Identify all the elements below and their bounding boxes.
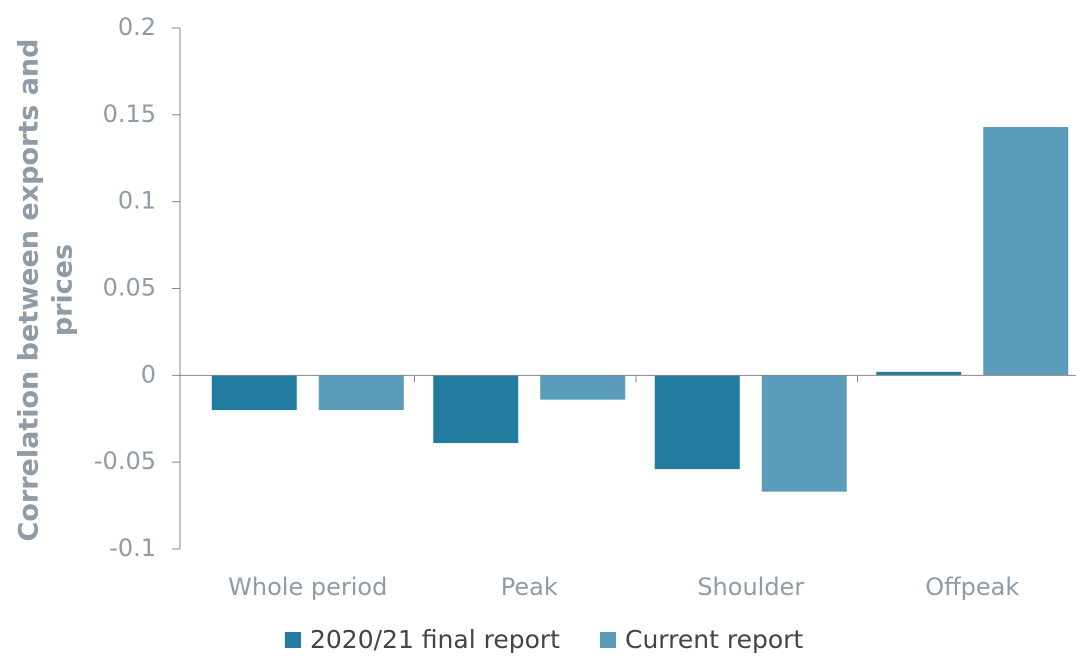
y-axis-label: Correlation between exports and bbox=[14, 39, 45, 542]
legend-swatch bbox=[285, 632, 301, 648]
y-tick-label: -0.05 bbox=[94, 447, 156, 475]
bar bbox=[876, 371, 962, 376]
y-axis-label: prices bbox=[48, 244, 79, 336]
y-tick-label: 0.1 bbox=[118, 187, 156, 215]
bar bbox=[654, 375, 740, 470]
x-tick-label: Peak bbox=[501, 573, 558, 601]
bar bbox=[540, 375, 626, 400]
bar bbox=[433, 375, 519, 444]
y-tick-label: 0.2 bbox=[118, 13, 156, 41]
legend-label: 2020/21 final report bbox=[310, 625, 560, 654]
legend-label: Current report bbox=[625, 625, 803, 654]
y-tick-label: 0.05 bbox=[103, 274, 156, 302]
y-tick-label: 0 bbox=[141, 360, 156, 388]
legend-swatch bbox=[600, 632, 616, 648]
bar bbox=[318, 375, 404, 411]
y-tick-label: -0.1 bbox=[109, 534, 156, 562]
x-tick-label: Shoulder bbox=[697, 573, 804, 601]
bar bbox=[211, 375, 297, 411]
x-tick-label: Whole period bbox=[228, 573, 387, 601]
bar bbox=[761, 375, 847, 492]
bar bbox=[983, 126, 1069, 376]
x-tick-label: Offpeak bbox=[925, 573, 1019, 601]
y-tick-label: 0.15 bbox=[103, 100, 156, 128]
